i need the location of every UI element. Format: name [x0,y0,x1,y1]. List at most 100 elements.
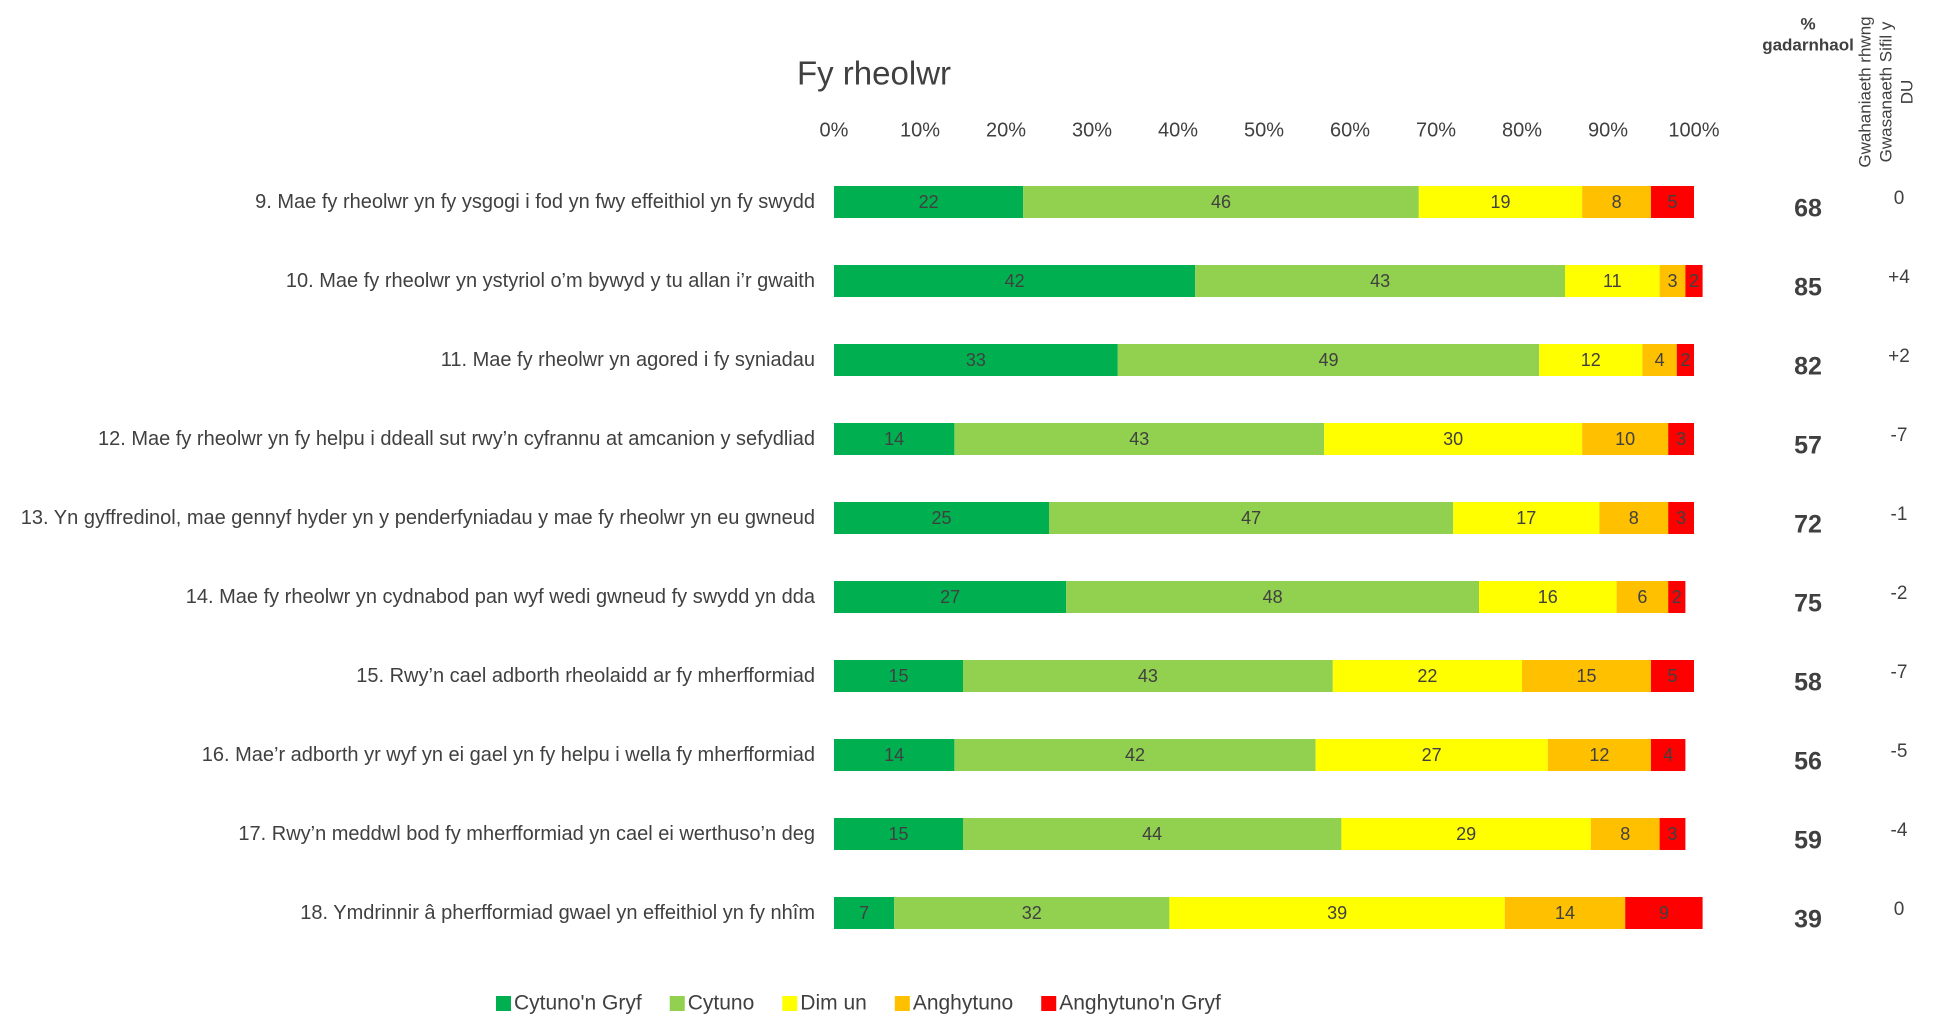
positive-header: gadarnhaol [1762,35,1854,54]
x-tick-label: 40% [1158,119,1198,141]
data-label: 11 [1603,271,1622,291]
bar-segment [1169,897,1505,929]
bar-segment [1547,739,1651,771]
bar-segment [1049,502,1454,534]
data-label: 33 [966,350,986,370]
bar-segment [894,897,1170,929]
data-label: 3 [1667,271,1677,291]
positive-value: 56 [1794,748,1822,776]
category-text: 14. Mae fy rheolwr yn cydnabod pan wyf w… [185,585,815,608]
data-label: 6 [1637,587,1647,607]
difference-value: -7 [1891,662,1908,683]
data-label: 8 [1629,508,1639,528]
category-label: 10. Mae fy rheolwr yn ystyriol o’m bywyd… [10,269,815,294]
category-text: 18. Ymdrinnir â pherfformiad gwael yn ef… [300,901,815,924]
data-label: 30 [1443,429,1463,449]
category-label: 13. Yn gyffredinol, mae gennyf hyder yn … [10,506,815,531]
positive-value: 59 [1794,827,1822,855]
category-label: 15. Rwy’n cael adborth rheolaidd ar fy m… [10,664,815,689]
bar-segment [1418,186,1583,218]
bar-segment [1332,660,1522,692]
difference-value: 0 [1894,188,1905,209]
data-label: 3 [1676,508,1686,528]
x-tick-label: 100% [1668,119,1719,141]
positive-value: 68 [1794,195,1822,223]
data-label: 2 [1680,350,1690,370]
difference-value: -2 [1891,583,1908,604]
data-label: 43 [1138,666,1158,686]
bar-segment [1659,265,1686,297]
bar-segment [1659,818,1686,850]
x-tick-label: 0% [820,119,849,141]
data-label: 43 [1129,429,1149,449]
bar-segment [834,897,895,929]
data-label: 27 [940,587,960,607]
legend-label: Dim un [800,992,867,1015]
positive-value: 85 [1794,274,1822,302]
data-label: 7 [859,903,869,923]
data-label: 9 [1659,903,1669,923]
positive-value: 39 [1794,906,1822,934]
legend-label: Anghytuno [913,992,1013,1015]
legend-label: Cytuno'n Gryf [514,992,642,1015]
category-text: 15. Rwy’n cael adborth rheolaidd ar fy m… [356,664,815,687]
difference-value: -1 [1891,504,1908,525]
data-label: 14 [884,429,904,449]
data-label: 25 [931,508,951,528]
x-tick-label: 80% [1502,119,1542,141]
data-label: 8 [1612,192,1622,212]
bar-segment [1539,344,1643,376]
data-label: 19 [1490,192,1510,212]
data-label: 2 [1689,271,1699,291]
bar-segment [1676,344,1694,376]
data-label: 46 [1211,192,1231,212]
difference-header-line: DU [1897,80,1916,105]
bar-segment [1582,186,1651,218]
legend-swatch [669,996,685,1011]
category-label: 17. Rwy’n meddwl bod fy mherfformiad yn … [10,822,815,847]
x-tick-label: 50% [1244,119,1284,141]
bar-segment [1651,739,1686,771]
x-tick-label: 70% [1416,119,1456,141]
bar-segment [1324,423,1583,455]
bar-segment [1315,739,1548,771]
data-label: 2 [1672,587,1682,607]
category-label: 18. Ymdrinnir â pherfformiad gwael yn ef… [10,901,815,926]
data-label: 5 [1667,192,1677,212]
data-label: 12 [1581,350,1601,370]
bar-segment [1651,186,1694,218]
data-label: 17 [1516,508,1536,528]
legend-swatch [782,996,798,1011]
data-label: 48 [1263,587,1283,607]
bar-segment [1582,423,1669,455]
bar-segment [1668,581,1686,613]
data-label: 12 [1589,745,1609,765]
difference-header: Gwahaniaeth rhwng Gwasanaeth Sifil y DU [1855,16,1916,167]
bar-segment [1117,344,1540,376]
data-label: 10 [1615,429,1635,449]
data-label: 22 [919,192,939,212]
legend-label: Cytuno [688,992,755,1015]
bar-segment [1651,660,1694,692]
bar-segment [1504,897,1626,929]
bar-segment [834,423,955,455]
difference-value: -5 [1891,741,1908,762]
bar-segment [1668,502,1694,534]
bar-segment [1616,581,1669,613]
positive-header: % [1800,14,1815,33]
data-label: 3 [1676,429,1686,449]
bar-segment [954,423,1325,455]
bar-segment [1685,265,1703,297]
x-tick-label: 20% [986,119,1026,141]
bar-segment [954,739,1316,771]
bar-segment [963,660,1333,692]
data-label: 49 [1318,350,1338,370]
bar-segment [1341,818,1591,850]
bar-segment [834,344,1118,376]
difference-header-line: Gwahaniaeth rhwng [1855,16,1874,167]
legend-swatch [894,996,910,1011]
difference-value: -4 [1891,820,1908,841]
x-tick-label: 60% [1330,119,1370,141]
